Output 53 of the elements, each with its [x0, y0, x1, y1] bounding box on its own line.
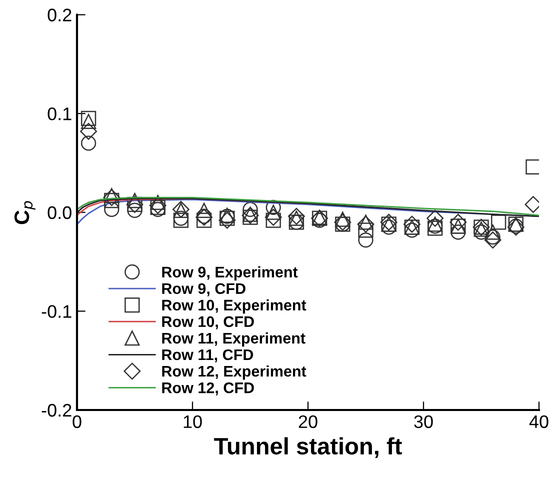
legend-label: Row 11, CFD: [162, 349, 254, 362]
point: [104, 202, 120, 217]
point: [80, 110, 96, 126]
x-tick-label: 0: [72, 415, 82, 428]
y-tick-label: -0.1: [42, 305, 72, 318]
point: [491, 214, 506, 230]
point: [450, 214, 467, 231]
point: [484, 232, 502, 249]
point: [104, 192, 120, 208]
point: [104, 188, 120, 204]
point: [80, 114, 96, 130]
point: [80, 136, 96, 151]
x-axis-title: Tunnel station, ft: [214, 437, 402, 458]
point: [127, 192, 142, 208]
point: [266, 212, 281, 228]
point: [358, 214, 374, 230]
legend-label: Row 10, Experiment: [162, 299, 306, 314]
point: [288, 208, 305, 225]
point: [149, 196, 166, 214]
legend-label: Row 10, CFD: [162, 316, 254, 330]
point: [264, 208, 282, 226]
point: [358, 232, 374, 248]
legend-label: Row 11, Experiment: [162, 332, 306, 347]
point: [334, 214, 352, 231]
point: [80, 122, 98, 140]
legend-label: Row 12, CFD: [162, 382, 254, 396]
legend-label: Row 9, CFD: [162, 283, 246, 296]
point: [403, 216, 420, 233]
point: [242, 210, 258, 225]
y-axis-title: C$_{p}$: [14, 201, 36, 224]
x-tick-label: 10: [184, 415, 202, 428]
point: [288, 210, 304, 226]
point: [357, 216, 374, 233]
point: [380, 214, 398, 231]
legend-label: Row 9, Experiment: [162, 266, 298, 280]
point: [266, 204, 281, 220]
legend-label: Row 12, Experiment: [162, 365, 306, 380]
point: [358, 222, 374, 238]
point: [103, 189, 120, 206]
point: [426, 210, 444, 227]
point: [196, 212, 212, 228]
y-tick-label: 0.0: [48, 206, 72, 220]
x-tick-label: 40: [529, 415, 548, 428]
point: [127, 202, 142, 218]
point: [450, 224, 466, 240]
x-tick-label: 30: [414, 415, 433, 428]
point: [242, 202, 258, 217]
y-tick-label: 0.1: [48, 107, 72, 120]
y-tick-label: -0.2: [42, 404, 72, 417]
point: [485, 229, 500, 245]
point: [218, 212, 236, 229]
x-tick-label: 20: [298, 415, 318, 428]
y-tick-label: 0.2: [48, 8, 72, 22]
